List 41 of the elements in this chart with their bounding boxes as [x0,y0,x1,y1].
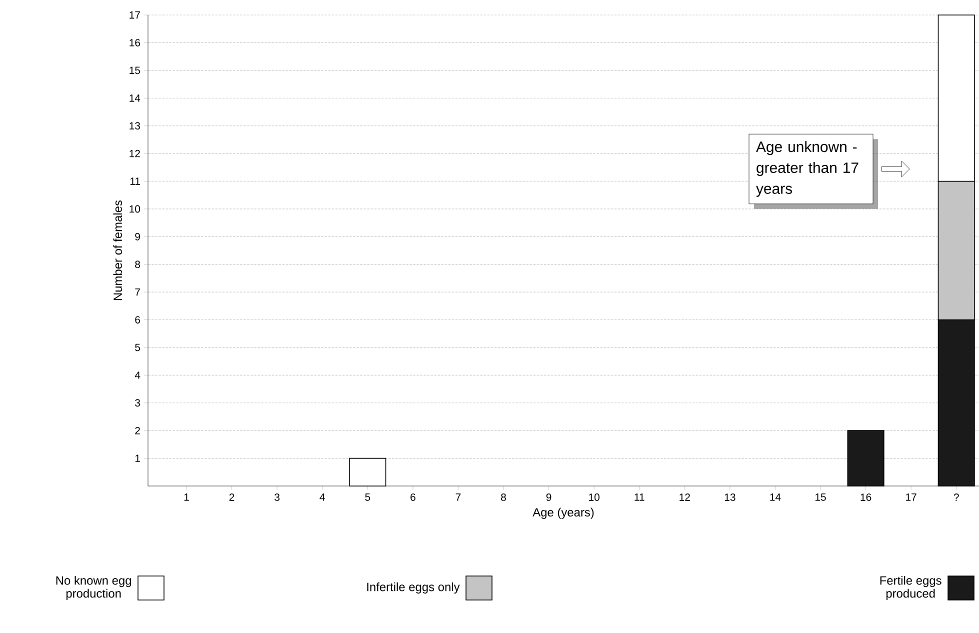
x-tick-label: 12 [680,494,690,501]
x-tick-label: 9 [546,494,552,501]
x-tick-label: 6 [410,494,416,501]
x-tick-label: 14 [770,494,781,501]
y-tick-label: 17 [130,11,140,19]
y-tick-label: 13 [130,122,140,130]
y-tick-label: 1 [135,454,140,462]
x-tick-label: 5 [365,494,370,501]
annotation: Age unknown - greater than 17 years [756,141,858,197]
y-tick-label: 15 [130,66,140,74]
y-tick-label: 11 [130,178,140,185]
x-tick-label: 8 [501,494,506,501]
y-tick-label: 4 [134,372,140,379]
x-tick-label: 13 [724,494,736,501]
legend-label: No known egg production [56,576,132,600]
y-tick-label: 3 [135,399,140,407]
x-tick-label: 1 [184,494,189,501]
legend-label: Infertile eggs only [367,582,460,594]
y-tick-label: 14 [130,94,140,102]
y-tick-label: 10 [130,205,140,213]
y-tick-label: 2 [135,426,140,434]
x-tick-label: 2 [229,494,234,501]
x-tick-label: 15 [815,494,826,501]
y-tick-label: 7 [135,288,140,296]
x-tick-label: 16 [860,494,872,501]
x-axis-title: Age (years) [532,508,594,519]
legend-label: Fertile eggs produced [880,576,942,600]
y-axis-title: Number of females [113,200,122,300]
y-tick-label: 8 [135,260,140,268]
x-tick-label: 7 [456,494,461,501]
x-tick-label: ? [954,494,959,501]
y-tick-label: 16 [130,39,140,46]
x-tick-label: 3 [274,494,280,501]
x-tick-label: 10 [589,494,600,501]
x-tick-label: 17 [906,494,916,501]
x-tick-label: 11 [634,494,644,501]
y-tick-label: 5 [135,344,140,352]
y-tick-label: 6 [135,316,140,324]
y-tick-label: 9 [135,232,140,240]
x-tick-label: 4 [320,494,325,501]
y-tick-label: 12 [130,150,140,158]
